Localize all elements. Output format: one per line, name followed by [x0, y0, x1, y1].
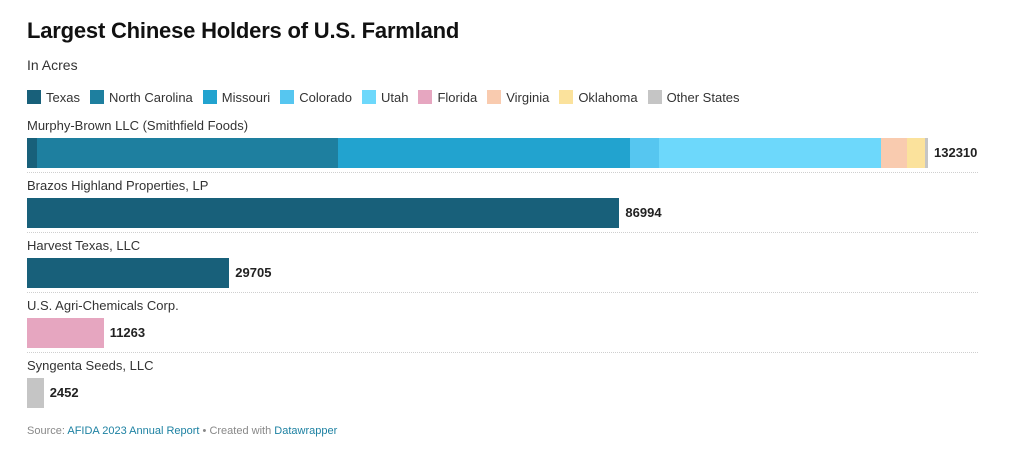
bar-row [27, 378, 978, 408]
bar-segment-colorado[interactable] [629, 138, 659, 168]
legend-swatch [418, 90, 433, 104]
bar-segment-utah[interactable] [658, 138, 881, 168]
row-divider [27, 172, 978, 173]
legend-item-missouri: Missouri [202, 89, 271, 105]
legend-label: Texas [46, 89, 80, 105]
chart-subtitle: In Acres [27, 57, 78, 73]
legend-item-texas: Texas [27, 90, 80, 105]
legend-label: North Carolina [108, 89, 193, 105]
chart-title: Largest Chinese Holders of U.S. Farmland [27, 18, 460, 43]
legend-item-north-carolina: North Carolina [89, 89, 193, 105]
bar-value-label: 86994 [625, 205, 662, 220]
legend-swatch [487, 90, 502, 104]
footer-separator: • [202, 425, 207, 437]
legend-label: Missouri [221, 89, 271, 105]
legend: Texas North Carolina Missouri Colorado Utah F… [27, 88, 750, 106]
bar-segment-texas[interactable] [27, 198, 620, 228]
legend-swatch [647, 90, 662, 104]
row-divider [27, 232, 978, 233]
legend-label: Utah [380, 89, 409, 105]
legend-label: Colorado [299, 89, 352, 105]
bar-segment-other-states[interactable] [924, 138, 928, 168]
legend-swatch [202, 90, 217, 104]
legend-label: Virginia [506, 89, 550, 105]
category-label: Murphy-Brown LLC (Smithfield Foods) [27, 118, 249, 133]
bar-row [27, 138, 978, 168]
legend-label: Other States [666, 89, 740, 105]
bar-segment-other-states[interactable] [27, 378, 44, 408]
created-with-prefix: Created with [209, 425, 272, 437]
bar-value-label: 2452 [49, 385, 79, 400]
legend-item-virginia: Virginia [487, 90, 549, 105]
datawrapper-link[interactable]: Datawrapper [274, 425, 338, 437]
legend-swatch [559, 90, 574, 104]
category-label: U.S. Agri-Chemicals Corp. [27, 298, 179, 313]
legend-item-utah: Utah [361, 89, 409, 105]
legend-swatch [280, 90, 295, 104]
bar-segment-north-carolina[interactable] [37, 138, 339, 168]
bar-value-label: 132310 [934, 145, 978, 160]
bar-row [27, 318, 978, 348]
bar-segment-texas[interactable] [27, 258, 230, 288]
source-link[interactable]: AFIDA 2023 Annual Report [67, 425, 200, 437]
bar-row [27, 198, 978, 228]
source-prefix: Source: [27, 425, 65, 437]
legend-item-other-states: Other States [647, 89, 740, 105]
category-label: Brazos Highland Properties, LP [27, 178, 209, 193]
bar-segment-florida[interactable] [27, 318, 104, 348]
bar-segment-virginia[interactable] [880, 138, 907, 168]
legend-swatch [89, 90, 104, 104]
legend-label: Florida [437, 89, 478, 105]
legend-label: Oklahoma [578, 89, 638, 105]
bar-segment-missouri[interactable] [338, 138, 630, 168]
legend-item-oklahoma: Oklahoma [559, 89, 638, 105]
legend-item-florida: Florida [418, 90, 477, 105]
bar-value-label: 11263 [109, 325, 146, 340]
bar-segment-oklahoma[interactable] [906, 138, 925, 168]
category-label: Syngenta Seeds, LLC [27, 358, 154, 373]
row-divider [27, 292, 978, 293]
legend-swatch [27, 90, 41, 104]
bar-value-label: 29705 [235, 265, 272, 280]
bar-segment-texas[interactable] [27, 138, 38, 168]
row-divider [27, 352, 978, 353]
footer: Source: AFIDA 2023 Annual Report • Creat… [27, 425, 337, 437]
category-label: Harvest Texas, LLC [27, 238, 141, 253]
legend-swatch [361, 90, 376, 104]
legend-item-colorado: Colorado [280, 90, 352, 105]
bar-row [27, 258, 978, 288]
